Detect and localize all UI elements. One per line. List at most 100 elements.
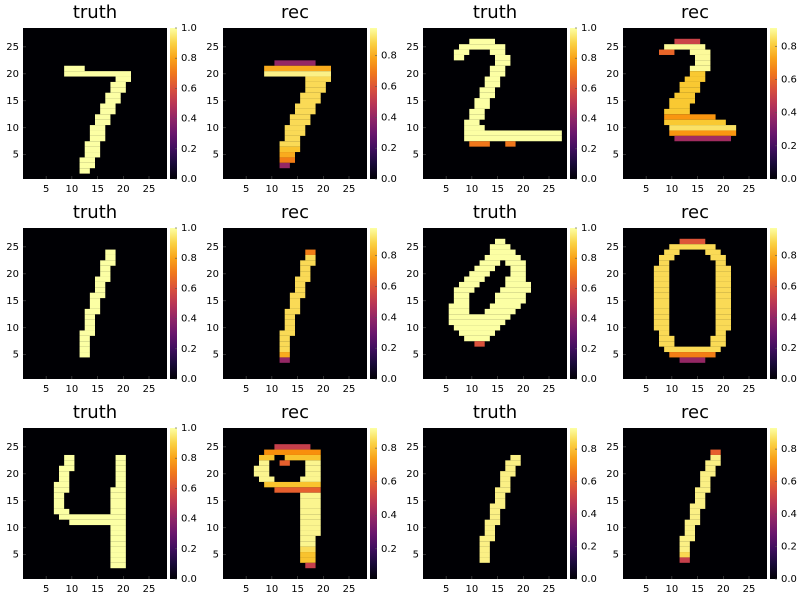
x-tick-label: 5	[43, 384, 49, 395]
y-tick-label: 5	[613, 150, 619, 161]
heatmap-cells	[259, 454, 275, 461]
colorbar-tick-label: 0.4	[781, 312, 797, 323]
y-tick-label: 15	[206, 296, 219, 307]
colorbar	[770, 28, 777, 179]
heatmap-cells	[279, 335, 290, 342]
heatmap-cells	[489, 303, 521, 309]
y-tick-label: 25	[406, 42, 419, 53]
heatmap-cells	[464, 335, 490, 342]
x-tick-label: 25	[343, 384, 356, 395]
heatmap-cells	[59, 471, 70, 477]
heatmap-cells	[84, 325, 95, 331]
x-tick-label: 20	[517, 184, 530, 195]
heatmap-cells	[300, 508, 321, 515]
y-tick-label: 10	[6, 123, 19, 134]
y-tick-label: 5	[413, 550, 419, 561]
x-tick-label: 10	[265, 584, 278, 595]
heatmap-cells	[53, 503, 65, 509]
heatmap-cells	[110, 525, 126, 531]
y-tick-label: 5	[13, 350, 19, 361]
heatmap-cells	[110, 498, 126, 504]
heatmap-cells	[695, 54, 711, 61]
panel-title: truth	[473, 202, 517, 223]
colorbar-tick-label: 0.0	[581, 374, 597, 385]
heatmap-cells	[453, 292, 470, 299]
heatmap-cells	[284, 125, 306, 131]
x-tick-label: 15	[691, 184, 704, 195]
heatmap-cells	[105, 98, 121, 104]
heatmap-cells	[710, 454, 721, 461]
y-tick-label: 5	[213, 350, 219, 361]
heatmap-cells	[500, 471, 516, 477]
heatmap-cells	[115, 476, 126, 482]
heatmap-cells	[495, 238, 506, 245]
heatmap-cells	[705, 249, 721, 255]
colorbar-tick-label: 0.8	[581, 53, 597, 64]
colorbar-tick-label: 0.0	[181, 574, 197, 585]
heatmap-cells	[500, 287, 531, 293]
heatmap-cells	[484, 519, 501, 526]
colorbar-tick-label: 0.4	[381, 510, 397, 521]
heatmap-cells	[53, 508, 70, 515]
heatmap-cells	[274, 444, 311, 450]
heatmap-cells	[253, 465, 270, 472]
heatmap-cells	[653, 281, 670, 288]
heatmap-cells	[115, 465, 126, 472]
colorbar-tick-label: 0.8	[381, 251, 397, 262]
heatmap-cells	[479, 87, 495, 93]
colorbar-tick-label: 0.4	[581, 509, 597, 520]
x-tick-label: 25	[543, 584, 556, 595]
y-tick-label: 20	[206, 269, 219, 280]
heatmap-cells	[489, 244, 511, 250]
x-tick-label: 5	[43, 184, 49, 195]
heatmap-cells	[489, 249, 516, 255]
x-tick-label: 5	[43, 584, 49, 595]
heatmap-cells	[459, 330, 495, 336]
colorbar	[370, 228, 377, 379]
heatmap-cells	[474, 98, 490, 104]
colorbar-tick-label: 1.0	[181, 23, 197, 34]
heatmap-cells	[110, 487, 126, 493]
x-tick-label: 25	[743, 184, 756, 195]
colorbar-tick-label: 0.8	[781, 41, 797, 52]
heatmap-cells	[279, 330, 295, 336]
x-tick-label: 5	[643, 584, 649, 595]
heatmap-cells	[279, 162, 290, 169]
heatmap-cells	[669, 130, 737, 136]
heatmap-cells	[695, 492, 706, 499]
heatmap-cells	[305, 87, 326, 93]
colorbar-tick-label: 1.0	[581, 223, 597, 234]
colorbar-tick-label: 0.4	[381, 112, 397, 123]
heatmap-cells	[300, 519, 321, 526]
heatmap-cells	[710, 254, 726, 261]
y-tick-label: 25	[206, 442, 219, 453]
heatmap-cells	[653, 325, 670, 331]
heatmap-cells	[274, 60, 316, 66]
heatmap-cells	[289, 119, 311, 126]
colorbar-tick-label: 0.8	[381, 443, 397, 454]
heatmap-cells	[110, 81, 126, 88]
x-tick-label: 10	[65, 384, 78, 395]
heatmap-cells	[689, 508, 701, 515]
heatmap-cells	[300, 265, 311, 272]
heatmap-cells	[479, 546, 490, 553]
heatmap-cells	[284, 135, 301, 142]
heatmap-cells	[115, 454, 126, 461]
colorbar-tick-label: 0.0	[381, 174, 397, 185]
heatmap-cells	[495, 298, 526, 304]
heatmap-cells	[689, 49, 711, 55]
heatmap-cells	[84, 152, 101, 158]
heatmap-cells	[110, 535, 126, 542]
panel-title: rec	[681, 2, 709, 23]
x-tick-label: 20	[717, 384, 730, 395]
heatmap-cells	[710, 335, 726, 342]
y-tick-label: 20	[6, 69, 19, 80]
heatmap-cells	[115, 481, 126, 488]
colorbar-tick-label: 0.6	[381, 282, 397, 293]
heatmap-cells	[489, 514, 501, 520]
colorbar-tick-label: 0.0	[581, 174, 597, 185]
heatmap-cells	[495, 492, 506, 499]
x-tick-label: 5	[243, 384, 249, 395]
heatmap-cells	[500, 476, 511, 482]
heatmap-cells	[289, 298, 301, 304]
